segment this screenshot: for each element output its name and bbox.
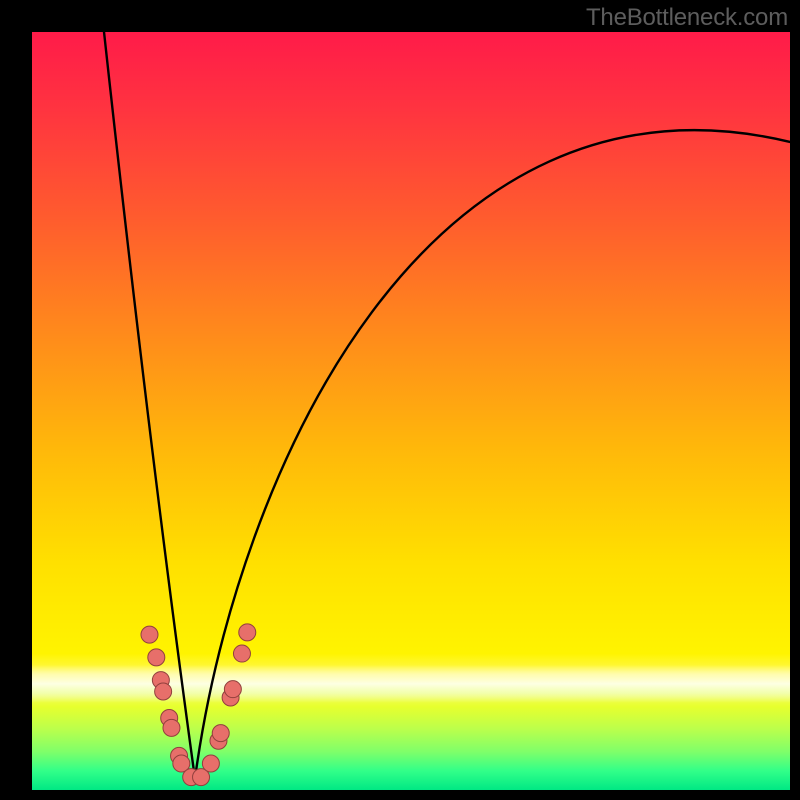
curve-marker <box>224 681 241 698</box>
curve-marker <box>141 626 158 643</box>
curve-marker <box>212 725 229 742</box>
curve-marker <box>239 624 256 641</box>
watermark-label: TheBottleneck.com <box>586 4 788 32</box>
curve-marker <box>163 719 180 736</box>
curve-marker <box>202 755 219 772</box>
chart-root: TheBottleneck.com <box>0 0 800 800</box>
curve-marker <box>233 645 250 662</box>
curve-marker <box>155 683 172 700</box>
chart-svg <box>0 0 800 800</box>
curve-marker <box>148 649 165 666</box>
highlight-band <box>32 665 790 703</box>
